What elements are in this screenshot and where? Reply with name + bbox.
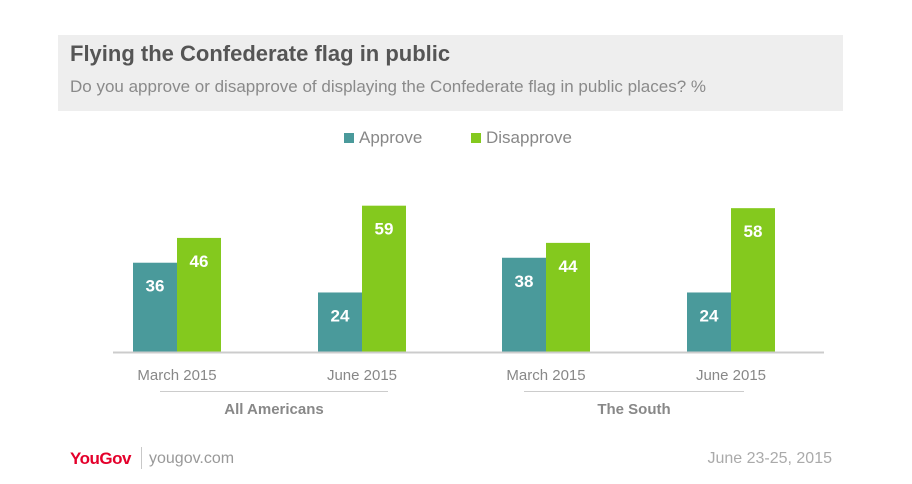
legend-item-disapprove: Disapprove [471, 128, 572, 148]
chart-legend: Approve Disapprove [0, 128, 912, 152]
legend-label-approve: Approve [359, 128, 423, 147]
legend-item-approve: Approve [344, 128, 422, 148]
group-label-0: All Americans [224, 401, 324, 418]
x-tick-label-1: June 2015 [327, 367, 397, 384]
x-tick-label-3: June 2015 [696, 367, 766, 384]
data-label-disapprove-1: 59 [375, 220, 394, 239]
chart-header: Flying the Confederate flag in public Do… [58, 35, 843, 111]
legend-swatch-disapprove [471, 133, 481, 143]
footer-divider [141, 447, 142, 469]
chart-subtitle: Do you approve or disapprove of displayi… [70, 77, 707, 96]
bar-approve-1 [318, 292, 362, 352]
bar-disapprove-2 [546, 242, 590, 352]
x-tick-label-2: March 2015 [506, 367, 585, 384]
bar-approve-0 [133, 262, 177, 352]
data-label-disapprove-2: 44 [559, 257, 578, 276]
footer-site: yougov.com [149, 450, 235, 467]
footer-date: June 23-25, 2015 [707, 450, 832, 467]
x-tick-label-0: March 2015 [137, 367, 216, 384]
data-label-approve-0: 36 [146, 277, 165, 296]
bar-disapprove-1 [362, 205, 406, 352]
bar-approve-3 [687, 292, 731, 352]
bar-approve-2 [502, 257, 546, 352]
bar-disapprove-0 [177, 237, 221, 352]
legend-label-disapprove: Disapprove [486, 128, 572, 147]
data-label-approve-3: 24 [700, 306, 719, 325]
chart-title: Flying the Confederate flag in public [70, 41, 451, 66]
data-label-approve-1: 24 [331, 306, 350, 325]
legend-swatch-approve [344, 133, 354, 143]
bar-disapprove-3 [731, 208, 775, 352]
data-label-disapprove-3: 58 [744, 222, 763, 241]
group-label-1: The South [597, 401, 670, 418]
data-label-disapprove-0: 46 [190, 252, 209, 271]
data-label-approve-2: 38 [515, 272, 534, 291]
yougov-logo: YouGov [70, 449, 131, 468]
